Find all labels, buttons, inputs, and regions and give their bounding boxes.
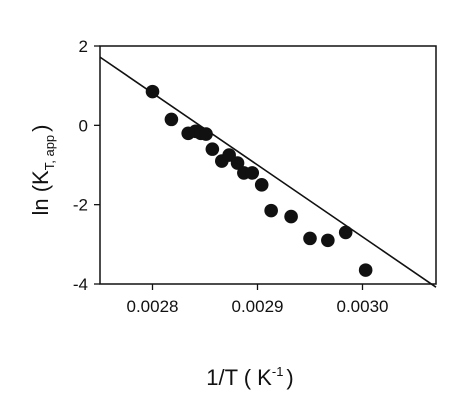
data-point: [145, 84, 160, 99]
data-point: [358, 263, 373, 277]
data-point: [284, 209, 298, 224]
y-tick-label: 2: [79, 37, 88, 56]
y-tick-label: 0: [79, 116, 88, 135]
data-point: [245, 166, 260, 180]
data-point: [338, 225, 353, 240]
data-point: [264, 203, 278, 218]
x-tick-label: 0.0030: [337, 297, 389, 316]
data-point: [164, 112, 179, 127]
data-point: [254, 178, 269, 192]
plot-frame: [99, 45, 437, 285]
y-tick-label: -2: [73, 196, 88, 215]
x-tick-label: 0.0028: [127, 297, 179, 316]
y-tick-label: -4: [73, 275, 88, 294]
data-point: [321, 233, 335, 248]
data-point: [199, 127, 213, 141]
x-axis-title: 1/T ( K-1): [206, 364, 294, 390]
y-axis-title: ln (KT, app): [28, 125, 57, 216]
plot-area: -4 -2 0 2 0.0028 0.0029 0.0030: [73, 37, 437, 316]
data-point: [303, 231, 317, 246]
data-point: [230, 156, 245, 170]
x-tick-label: 0.0029: [232, 297, 284, 316]
data-point: [205, 142, 220, 156]
